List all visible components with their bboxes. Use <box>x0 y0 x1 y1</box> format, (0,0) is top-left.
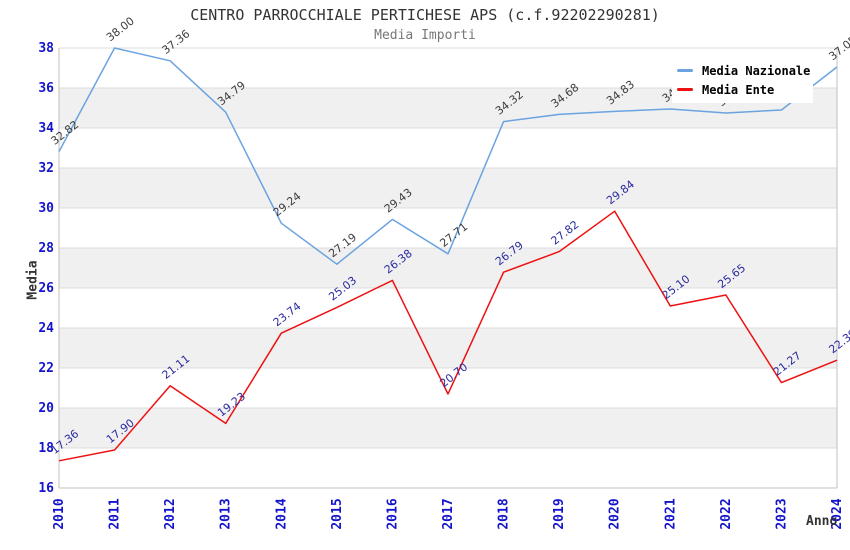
x-tick-label: 2011 <box>108 498 123 529</box>
plot-band <box>59 168 837 208</box>
legend-label-media-ente: Media Ente <box>702 82 775 97</box>
chart-subtitle: Media Importi <box>374 28 476 43</box>
y-tick-label: 32 <box>38 161 54 176</box>
data-point-label: 37.36 <box>160 27 193 57</box>
data-point-label: 27.82 <box>549 218 582 248</box>
y-tick-label: 20 <box>38 401 54 416</box>
data-point-label: 27.71 <box>437 220 470 250</box>
plot-band <box>59 248 837 288</box>
x-tick-label: 2018 <box>497 498 512 529</box>
chart-title: CENTRO PARROCCHIALE PERTICHESE APS (c.f.… <box>190 6 660 24</box>
y-tick-label: 24 <box>38 321 54 336</box>
legend-item-media-ente: Media Ente <box>677 84 813 96</box>
y-tick-label: 22 <box>38 361 54 376</box>
x-tick-label: 2019 <box>552 498 567 529</box>
legend-swatch-media-nazionale-icon <box>677 69 693 72</box>
y-tick-label: 36 <box>38 81 54 96</box>
x-tick-label: 2013 <box>219 498 234 529</box>
series-line-media-ente <box>58 210 838 462</box>
x-axis-title: Anno <box>806 514 838 529</box>
x-tick-label: 2020 <box>608 498 623 529</box>
data-point-label: 38.00 <box>104 14 137 44</box>
y-tick-label: 34 <box>38 121 54 136</box>
y-tick-label: 26 <box>38 281 54 296</box>
y-tick-label: 30 <box>38 201 54 216</box>
plot-band <box>59 328 837 368</box>
y-tick-label: 28 <box>38 241 54 256</box>
legend-swatch-media-ente-icon <box>677 88 693 91</box>
x-tick-label: 2016 <box>385 498 400 529</box>
x-tick-label: 2017 <box>441 498 456 529</box>
x-tick-label: 2022 <box>719 498 734 529</box>
x-tick-label: 2014 <box>274 498 289 529</box>
x-tick-label: 2012 <box>163 498 178 529</box>
y-axis-title: Media <box>25 260 41 300</box>
plot-band <box>59 408 837 448</box>
series-line-media-nazionale <box>58 47 838 265</box>
x-tick-label: 2015 <box>330 498 345 529</box>
legend-label-media-nazionale: Media Nazionale <box>702 63 811 78</box>
legend-item-media-nazionale: Media Nazionale <box>677 65 813 77</box>
y-tick-label: 38 <box>38 41 54 56</box>
y-tick-label: 16 <box>38 481 54 496</box>
x-tick-label: 2023 <box>774 498 789 529</box>
x-tick-label: 2024 <box>830 498 845 529</box>
x-tick-label: 2021 <box>663 498 678 529</box>
y-tick-label: 18 <box>38 441 54 456</box>
legend: Media Nazionale Media Ente <box>672 57 813 103</box>
x-tick-label: 2010 <box>52 498 67 529</box>
